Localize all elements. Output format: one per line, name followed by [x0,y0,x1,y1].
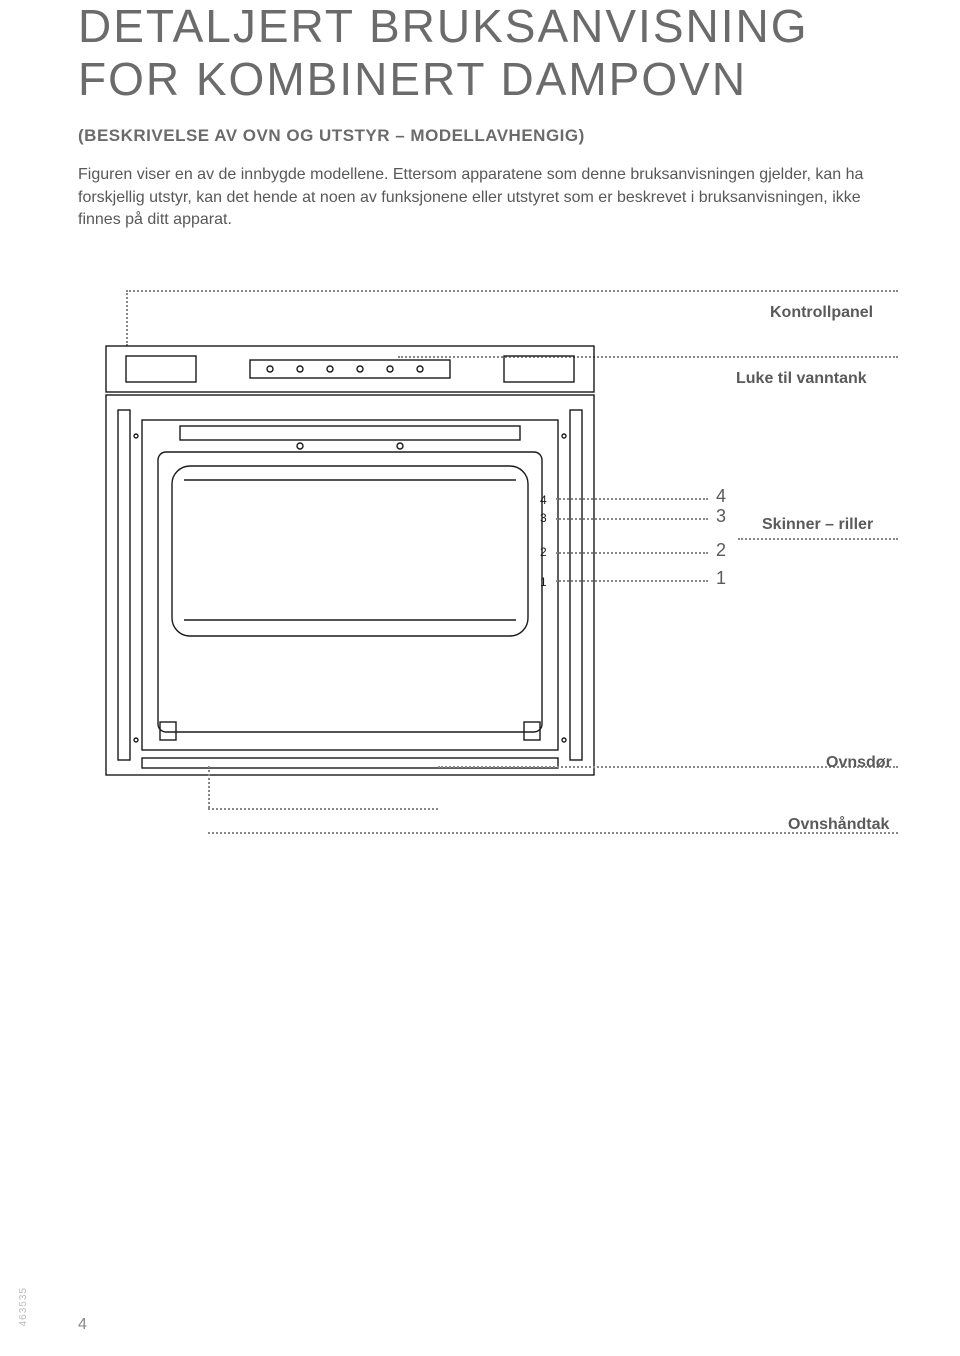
callout-leader [556,552,708,554]
callout-water-tank: Luke til vanntank [736,370,867,388]
title-line-1: DETALJERT BRUKSANVISNING [78,0,809,52]
callout-leader [738,538,898,540]
svg-text:4: 4 [540,493,547,507]
callout-rails: Skinner – riller [762,516,873,534]
svg-text:3: 3 [540,511,547,525]
callout-door: Ovnsdør [826,754,892,772]
level-1: 1 [716,568,726,589]
callout-handle: Ovnshåndtak [788,816,889,834]
callout-leader [126,290,898,292]
page-subtitle: (BESKRIVELSE AV OVN OG UTSTYR – MODELLAV… [78,126,900,146]
page-body-text: Figuren viser en av de innbygde modellen… [78,164,898,232]
callout-leader [208,808,438,810]
svg-text:1: 1 [540,575,547,589]
page-number: 4 [78,1316,87,1334]
oven-line-drawing: 4 3 2 1 [100,340,600,800]
level-2: 2 [716,540,726,561]
callout-leader [208,766,210,808]
callout-leader [126,290,128,346]
callout-leader [556,498,708,500]
callout-leader [556,518,708,520]
callout-control-panel: Kontrollpanel [770,304,873,322]
callout-leader [556,580,708,582]
title-line-2: FOR KOMBINERT DAMPOVN [78,53,747,105]
level-4: 4 [716,486,726,507]
oven-diagram: Kontrollpanel Luke til vanntank [78,280,900,900]
level-3: 3 [716,506,726,527]
page-title: DETALJERT BRUKSANVISNING FOR KOMBINERT D… [78,0,900,106]
svg-text:2: 2 [540,545,547,559]
manual-page: DETALJERT BRUKSANVISNING FOR KOMBINERT D… [0,0,960,1356]
document-code: 463535 [18,1287,29,1326]
